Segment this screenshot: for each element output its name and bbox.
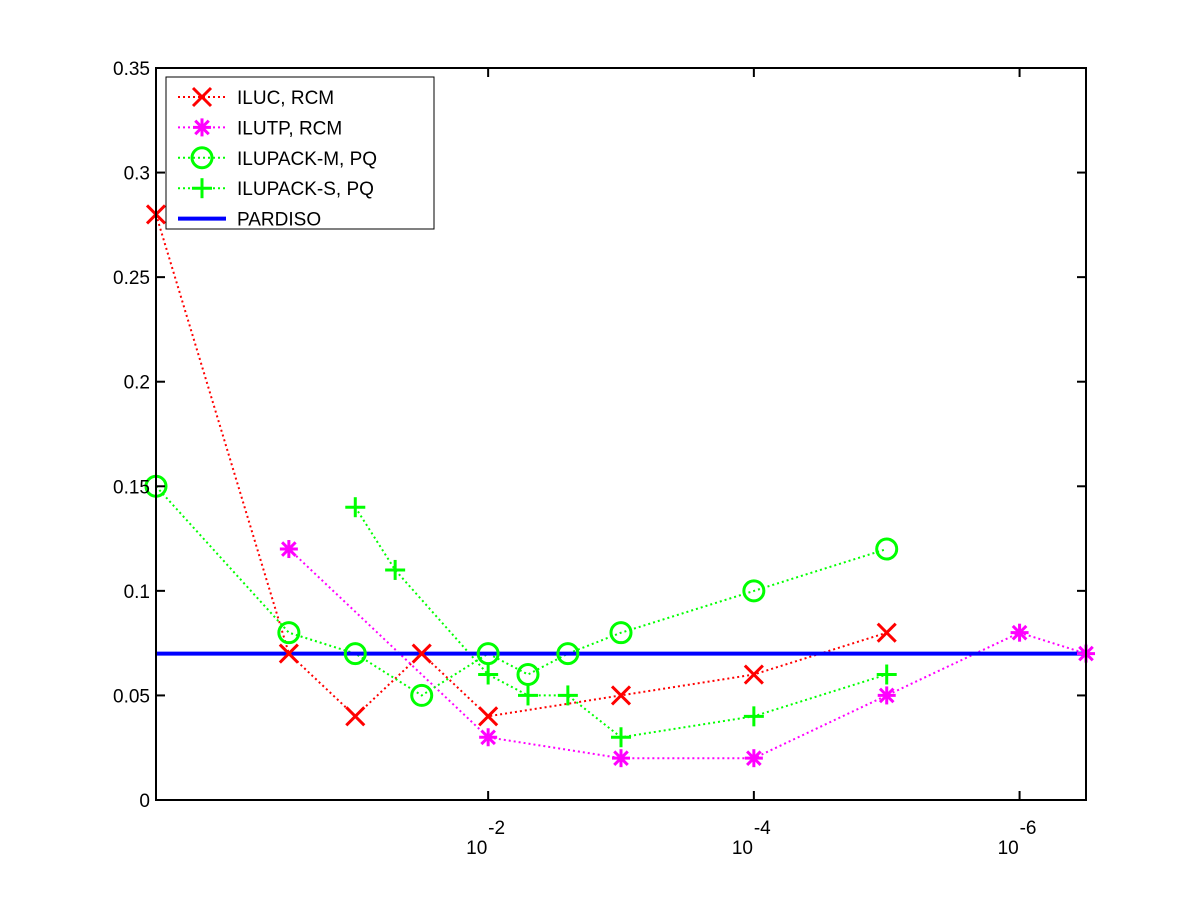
y-tick-label: 0.05	[113, 686, 150, 707]
data-point-ilupack-s-pq	[385, 559, 406, 580]
data-point-ilutp-rcm	[612, 749, 630, 768]
x-tick-label-exponent: -2	[488, 818, 505, 839]
legend-marker	[191, 86, 213, 108]
y-tick-label: 0.2	[124, 373, 150, 394]
data-point-ilupack-s-pq	[611, 727, 631, 748]
data-point-ilupack-m-pq	[516, 663, 540, 687]
y-tick-label: 0.35	[113, 59, 150, 80]
legend-item-ilutp-rcm: ILUTP, RCM	[178, 118, 342, 139]
x-tick-label-base: 10	[466, 838, 487, 859]
y-tick-label: 0.15	[113, 477, 150, 498]
legend-item-ilupack-s-pq: ILUPACK-S, PQ	[178, 178, 374, 200]
legend-label: ILUTP, RCM	[237, 118, 342, 139]
data-point-ilupack-s-pq	[345, 497, 366, 518]
data-point-ilupack-s-pq	[518, 685, 538, 706]
data-point-iluc-rcm	[411, 643, 432, 664]
legend-marker	[192, 178, 212, 199]
y-axis: 0 0.05 0.1 0.15 0.2 0.25 0.3 0.35	[113, 59, 1086, 812]
data-point-ilupack-m-pq	[476, 642, 500, 666]
y-tick-label: 0.1	[124, 582, 150, 603]
plot-markers-layer	[144, 204, 1095, 768]
legend-label: ILUPACK-S, PQ	[237, 179, 374, 200]
legend-item-ilupack-m-pq: ILUPACK-M, PQ	[178, 146, 377, 170]
data-point-ilupack-m-pq	[410, 683, 434, 707]
data-point-ilupack-s-pq	[478, 664, 499, 685]
data-point-ilupack-m-pq	[556, 642, 580, 666]
data-point-ilutp-rcm	[279, 540, 298, 559]
data-point-iluc-rcm	[876, 622, 897, 643]
data-point-ilutp-rcm	[1010, 623, 1029, 642]
x-tick-label-base: 10	[732, 838, 753, 859]
series-line-ilupack-m-pq	[155, 485, 888, 697]
data-point-ilupack-m-pq	[875, 537, 899, 561]
legend-label: ILUC, RCM	[237, 88, 334, 109]
data-point-ilutp-rcm	[479, 728, 498, 747]
data-point-ilupack-s-pq	[557, 685, 578, 706]
data-point-ilupack-m-pq	[343, 642, 367, 666]
data-point-ilupack-m-pq	[609, 621, 633, 645]
data-point-ilupack-s-pq	[743, 706, 764, 727]
data-point-iluc-rcm	[278, 643, 299, 664]
data-point-iluc-rcm	[478, 706, 499, 727]
legend-item-pardiso: PARDISO	[178, 210, 321, 231]
data-point-ilupack-s-pq	[876, 664, 897, 685]
data-point-ilutp-rcm	[744, 749, 763, 768]
legend-marker	[190, 146, 214, 170]
legend-marker	[193, 118, 211, 137]
data-point-ilutp-rcm	[877, 686, 896, 705]
x-tick-label: 10-4	[732, 818, 771, 859]
data-point-iluc-rcm	[610, 685, 632, 706]
x-tick-label: 10-6	[998, 818, 1037, 859]
x-tick-label-exponent: -6	[1020, 818, 1037, 839]
data-point-iluc-rcm	[345, 706, 366, 727]
x-tick-label-exponent: -4	[754, 818, 771, 839]
data-point-iluc-rcm	[743, 664, 764, 685]
data-point-ilupack-m-pq	[742, 579, 766, 603]
x-tick-label-base: 10	[998, 838, 1019, 859]
data-point-ilupack-m-pq	[277, 621, 301, 645]
x-tick-label: 10-2	[466, 818, 505, 859]
legend-item-iluc-rcm: ILUC, RCM	[178, 86, 334, 109]
legend: ILUC, RCM ILUTP, RCM ILUPACK-M, PQ ILUPACK-…	[165, 76, 435, 231]
x-axis: 10-210-410-6	[466, 68, 1036, 859]
legend-label: PARDISO	[237, 210, 321, 231]
y-tick-label: 0.25	[113, 268, 150, 289]
plot-area-frame	[155, 67, 1087, 801]
y-tick-label: 0	[139, 791, 150, 812]
y-tick-label: 0.3	[124, 164, 150, 185]
legend-label: ILUPACK-M, PQ	[237, 149, 377, 170]
